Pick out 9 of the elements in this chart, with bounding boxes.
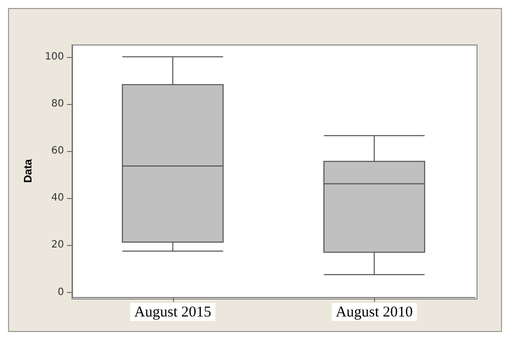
y-tick-label: 100 (44, 51, 64, 62)
y-axis-title: Data (22, 158, 35, 183)
x-tick-label: August 2015 (134, 304, 212, 320)
y-tick-label: 0 (58, 286, 64, 298)
y-tick-label: 60 (51, 145, 64, 156)
y-tick-label: 20 (51, 240, 64, 251)
x-tick-label: August 2010 (336, 304, 413, 320)
y-tick-label: 80 (51, 98, 64, 110)
y-tick-label: 40 (51, 192, 64, 204)
